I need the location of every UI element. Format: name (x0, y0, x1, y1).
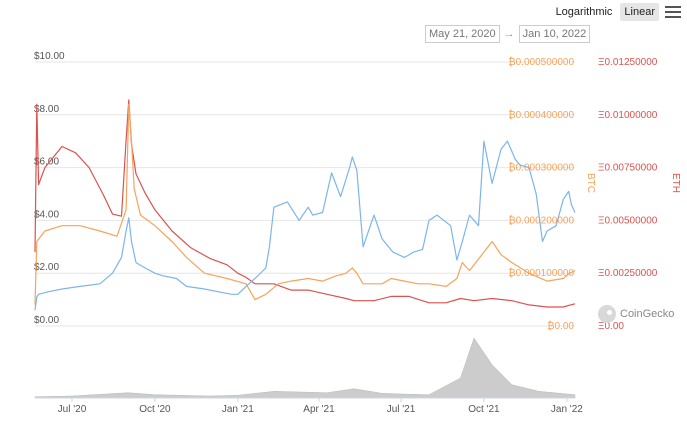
hamburger-menu-icon[interactable] (665, 6, 681, 18)
usd-tick-label: $10.00 (34, 51, 65, 62)
x-tick-label: Oct '20 (139, 404, 171, 415)
x-tick-label: Apr '21 (303, 404, 335, 415)
eth-axis-title: ETH (670, 173, 681, 193)
usd-tick-label: $6.00 (34, 157, 59, 168)
usd-tick-label: $8.00 (34, 104, 59, 115)
eth-tick-label: Ξ0.00500000 (598, 215, 658, 226)
btc-tick-label: ₿0.000400000 (508, 109, 574, 121)
x-tick-label: Jul '21 (387, 404, 416, 415)
btc-tick-label: ₿0.000200000 (508, 214, 574, 226)
eth-tick-label: Ξ0.00 (598, 321, 624, 332)
btc-tick-label: ₿0.000300000 (508, 162, 574, 174)
x-tick-label: Jan '22 (551, 404, 583, 415)
btc-series-line (34, 103, 576, 305)
coingecko-gecko-icon (598, 305, 616, 323)
eth-tick-label: Ξ0.01250000 (598, 57, 658, 68)
btc-tick-label: ₿0.00 (547, 320, 574, 332)
chart-toolbar: Logarithmic Linear (552, 0, 687, 24)
eth-tick-label: Ξ0.00750000 (598, 163, 658, 174)
coingecko-credit[interactable]: CoinGecko (598, 305, 674, 323)
x-tick-label: Jul '20 (58, 404, 87, 415)
linear-scale-button[interactable]: Linear (620, 3, 659, 21)
usd-tick-label: $2.00 (34, 262, 59, 273)
usd-tick-label: $4.00 (34, 209, 59, 220)
x-tick-label: Oct '21 (468, 404, 500, 415)
range-arrow-icon: → (503, 28, 515, 40)
usd-tick-label: $0.00 (34, 315, 59, 326)
eth-series-line (34, 99, 576, 308)
date-range-selector: May 21, 2020 → Jan 10, 2022 (425, 25, 591, 43)
eth-tick-label: Ξ0.01000000 (598, 110, 658, 121)
usd-series-line (34, 140, 576, 311)
range-start-input[interactable]: May 21, 2020 (425, 25, 500, 43)
btc-axis-title: BTC (585, 173, 596, 193)
x-tick-label: Jan '21 (222, 404, 254, 415)
btc-tick-label: ₿0.000500000 (508, 56, 574, 68)
volume-area (34, 337, 576, 399)
logarithmic-scale-button[interactable]: Logarithmic (555, 6, 613, 18)
eth-tick-label: Ξ0.00250000 (598, 268, 658, 279)
range-end-input[interactable]: Jan 10, 2022 (518, 25, 591, 43)
credit-label: CoinGecko (620, 308, 675, 320)
